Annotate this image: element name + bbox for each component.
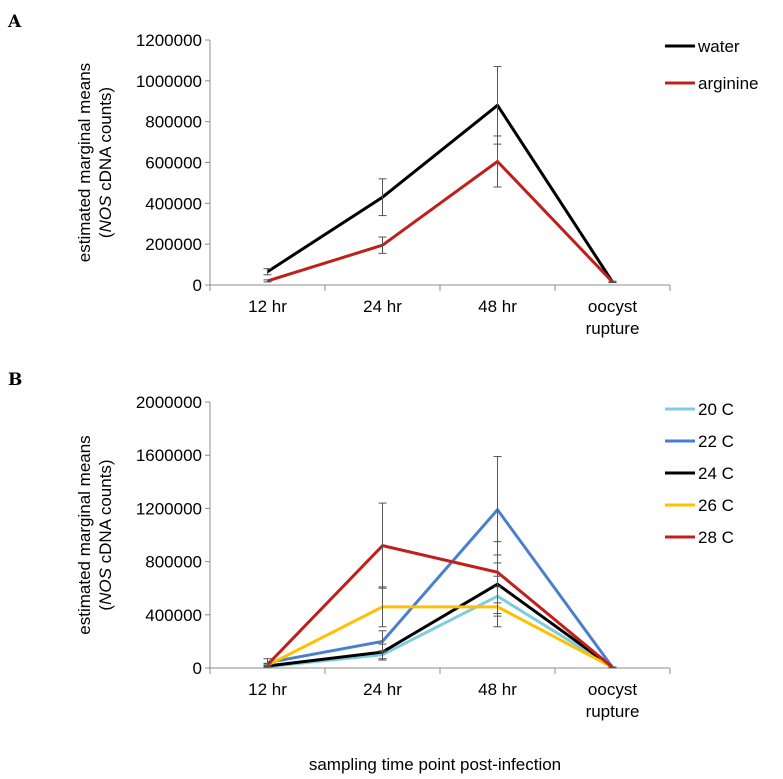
y-tick-label: 1000000 (136, 72, 202, 91)
y-tick-label: 400000 (145, 606, 202, 625)
series-line-24-c (267, 582, 614, 669)
legend-label: 22 C (698, 432, 734, 451)
series-line-22-c (267, 508, 614, 669)
y-tick-label: 0 (193, 659, 202, 678)
legend-label: arginine (698, 74, 759, 93)
x-tick-label: 12 hr (248, 297, 287, 316)
x-tick-label: oocyst rupture (586, 297, 640, 338)
legend-label: 20 C (698, 400, 734, 419)
legend-label: 24 C (698, 464, 734, 483)
series-line-26-c (266, 605, 614, 669)
x-tick-label: 24 hr (363, 680, 402, 699)
y-tick-label: 1600000 (136, 446, 202, 465)
y-tick-label: 800000 (145, 553, 202, 572)
panel-letter-a: A (7, 12, 22, 32)
y-tick-label: 2000000 (136, 393, 202, 412)
series-line-28-c (266, 544, 614, 669)
legend-label: 26 C (698, 496, 734, 515)
y-tick-label: 0 (193, 276, 202, 295)
y-axis-title: estimated marginal means (NOS cDNA counts… (75, 435, 115, 634)
legend-label: water (697, 37, 740, 56)
series-line-water (266, 103, 614, 283)
x-tick-label: 24 hr (363, 297, 402, 316)
y-tick-label: 1200000 (136, 499, 202, 518)
x-tick-label: 12 hr (248, 680, 287, 699)
panel-letter-b: B (8, 370, 22, 390)
series-line-20-c (267, 594, 614, 669)
series-line-arginine (267, 159, 614, 283)
y-axis-title: estimated marginal means (NOS cDNA counts… (75, 63, 115, 262)
x-axis-title: sampling time point post-infection (309, 755, 561, 774)
x-tick-label: 48 hr (478, 680, 517, 699)
y-tick-label: 1200000 (136, 31, 202, 50)
y-tick-label: 400000 (145, 194, 202, 213)
legend-label: 28 C (698, 528, 734, 547)
y-tick-label: 800000 (145, 113, 202, 132)
y-tick-label: 200000 (145, 235, 202, 254)
chart-panel-a: 0 200000 400000 600000 800000 1000000 1200000 1… (75, 31, 759, 338)
y-tick-label: 600000 (145, 154, 202, 173)
x-tick-label: oocyst rupture (586, 680, 640, 721)
x-tick-label: 48 hr (478, 297, 517, 316)
chart-panel-b: 0 400000 800000 1200000 1600000 2000000 12 hr 2… (75, 393, 734, 721)
